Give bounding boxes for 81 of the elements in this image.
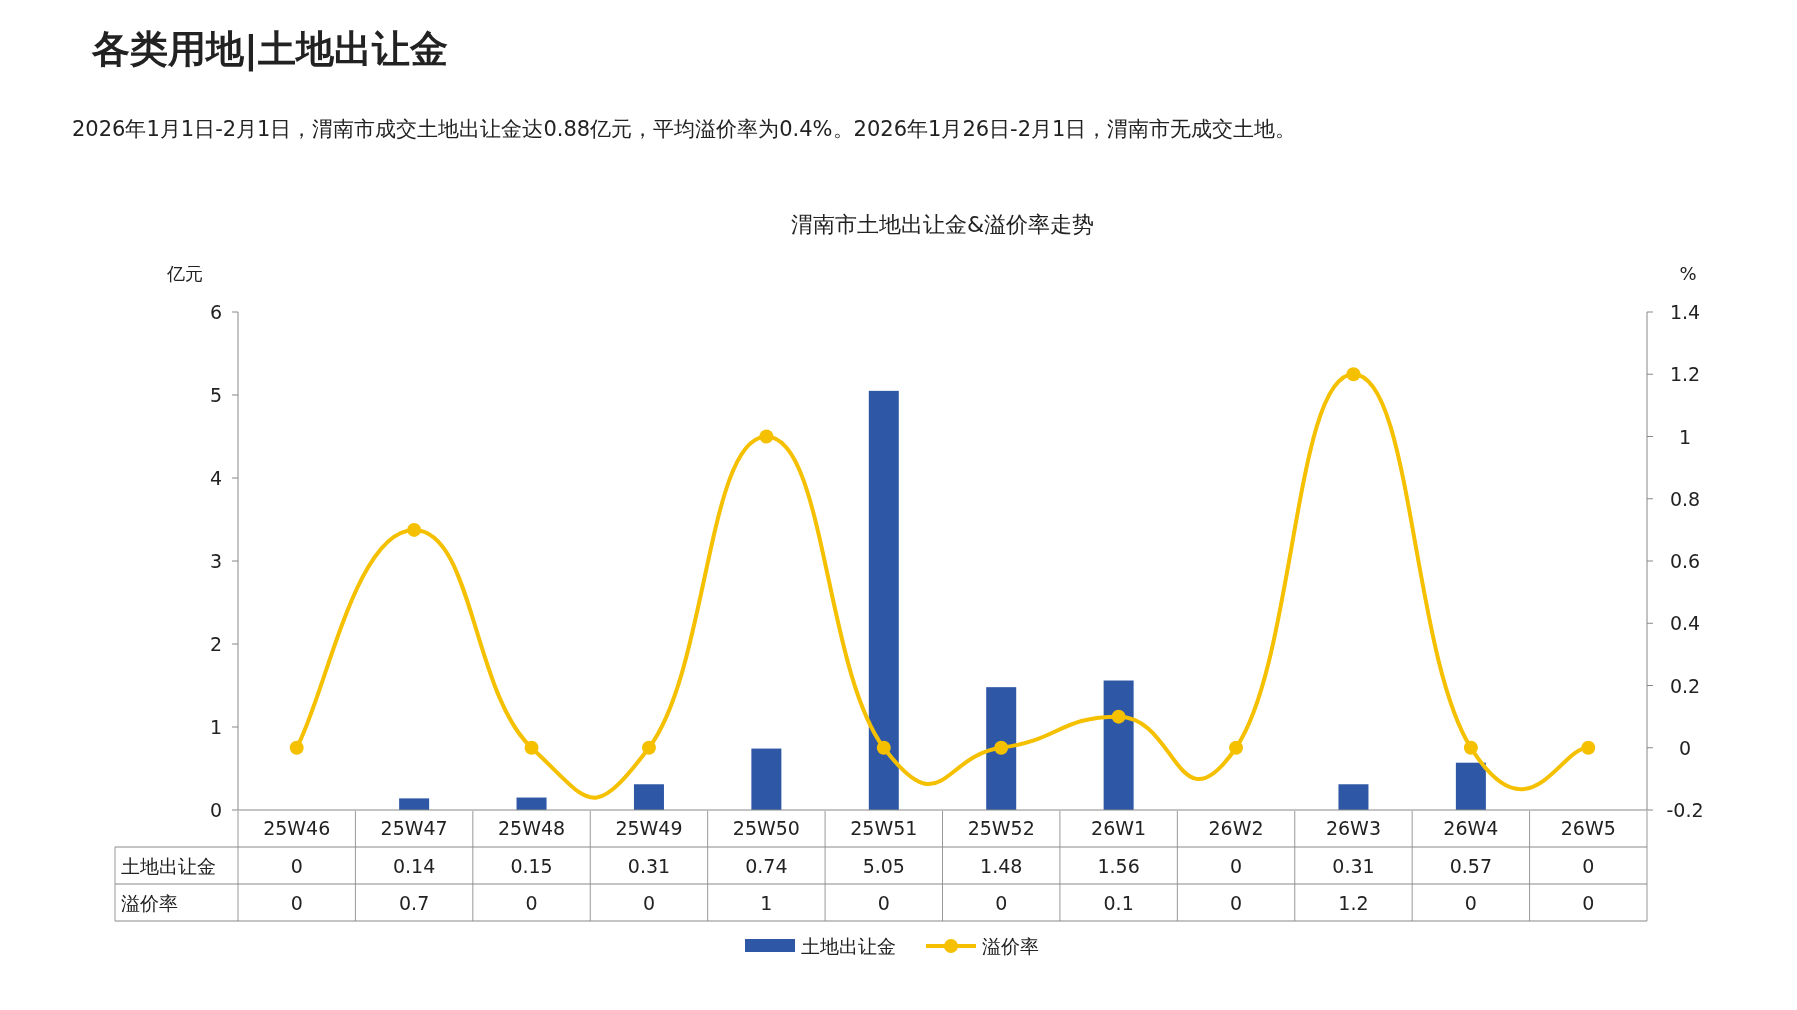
- data-label: 0: [290, 892, 303, 914]
- data-label: 0: [290, 855, 303, 877]
- x-tick-label: 25W52: [967, 817, 1035, 839]
- bar: [1455, 762, 1486, 810]
- x-tick-label: 25W51: [850, 817, 918, 839]
- data-label: 0.31: [1332, 855, 1375, 877]
- bar: [399, 798, 430, 810]
- data-label: 0.57: [1449, 855, 1493, 877]
- data-label: 0: [877, 892, 890, 914]
- bar: [1103, 680, 1134, 810]
- point: [1581, 740, 1596, 755]
- x-tick-label: 26W1: [1091, 817, 1147, 839]
- chart-title: 各类用地|土地出让金: [91, 27, 448, 72]
- point: [876, 740, 891, 755]
- point: [524, 740, 539, 755]
- bar: [986, 687, 1017, 810]
- x-tick-label: 25W49: [615, 817, 683, 839]
- data-label: 0: [1464, 892, 1477, 914]
- data-label: 0: [642, 892, 656, 914]
- x-tick-label: 25W48: [497, 817, 566, 839]
- x-tick-label: 25W46: [263, 817, 331, 839]
- chart-subtitle: 渭南市土地出让金&溢价率走势: [790, 212, 1095, 237]
- data-label: 1: [760, 892, 773, 914]
- data-label: 5.05: [862, 855, 905, 877]
- data-label: 0.15: [510, 855, 553, 877]
- y-tick-label: 6: [209, 301, 223, 323]
- data-label: 1.48: [980, 855, 1023, 877]
- data-label: 0.7: [399, 892, 430, 914]
- y2-tick-label: 0.4: [1669, 612, 1701, 635]
- x-tick-label: 26W4: [1443, 817, 1499, 839]
- y-tick-label: 3: [209, 550, 223, 572]
- point: [1229, 740, 1244, 755]
- y2-tick-label: 1.4: [1669, 301, 1701, 323]
- point: [407, 522, 422, 537]
- bar: [633, 784, 664, 810]
- point: [641, 740, 656, 755]
- x-tick-label: 25W50: [732, 817, 800, 839]
- y2-tick-label: 0.2: [1669, 674, 1701, 697]
- data-label: 0.14: [392, 855, 436, 877]
- data-label: 0: [995, 892, 1008, 914]
- data-label: 0.74: [745, 855, 788, 877]
- data-label: 1.56: [1097, 855, 1140, 877]
- data-label: 0: [1582, 855, 1595, 877]
- y2-tick-label: -0.2: [1666, 799, 1704, 821]
- bar: [1338, 784, 1369, 810]
- bar: [868, 390, 899, 810]
- point: [1346, 367, 1361, 382]
- data-label: 1.2: [1338, 892, 1369, 914]
- y2-tick-label: 0.6: [1669, 550, 1701, 572]
- text: 溢价率: [121, 892, 178, 914]
- point: [1111, 709, 1126, 724]
- x-tick-label: 26W3: [1325, 817, 1381, 839]
- point: [1463, 740, 1478, 755]
- data-label: 0: [1229, 855, 1243, 877]
- x-tick-label: 26W5: [1560, 817, 1616, 839]
- y2-tick-label: 1: [1678, 425, 1692, 448]
- x-tick-label: 25W47: [380, 817, 448, 839]
- y-axis-title: 亿元: [166, 263, 203, 284]
- y-tick-label: 2: [209, 633, 223, 655]
- y2-tick-label: 0.8: [1669, 487, 1701, 510]
- y-tick-label: 4: [209, 467, 223, 489]
- point: [994, 740, 1009, 755]
- data-label: 0: [1582, 892, 1595, 914]
- data-label: 0: [1229, 892, 1243, 914]
- y2-axis-title: %: [1679, 263, 1697, 284]
- bar: [751, 748, 782, 810]
- text: 土地出让金: [121, 855, 216, 877]
- data-label: 0: [525, 892, 538, 914]
- y-tick-label: 5: [209, 384, 223, 406]
- data-label: 0.31: [627, 855, 671, 877]
- text: 2026年1月1日-2月1日，渭南市成交土地出让金达0.88亿元，平均溢价率为0.4%。2026年1月26日-2月1日，渭南市无成交土地。: [72, 117, 1297, 141]
- y2-tick-label: 1.2: [1669, 363, 1701, 386]
- data-label: 0.1: [1103, 892, 1134, 914]
- x-tick-label: 26W2: [1208, 817, 1264, 839]
- legend-label: 溢价率: [982, 935, 1039, 957]
- y-tick-label: 0: [209, 799, 223, 821]
- y-tick-label: 1: [209, 716, 223, 738]
- point: [759, 429, 774, 444]
- point: [289, 740, 304, 755]
- y2-tick-label: 0: [1678, 736, 1692, 759]
- legend-label: 土地出让金: [801, 935, 896, 957]
